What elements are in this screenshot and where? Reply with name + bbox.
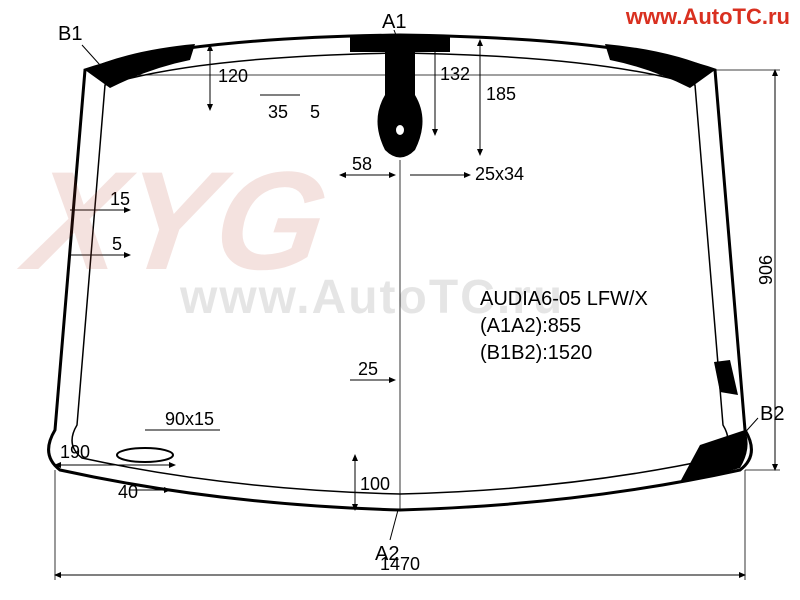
dim-185: 185 bbox=[486, 84, 516, 104]
dim-15: 15 bbox=[110, 189, 130, 209]
frit-top-left bbox=[85, 44, 195, 88]
dim-1470: 1470 bbox=[380, 554, 420, 574]
dim-35: 35 bbox=[268, 102, 288, 122]
dim-906: 906 bbox=[756, 255, 776, 285]
dim-25x34: 25x34 bbox=[475, 164, 524, 184]
dim-190: 190 bbox=[60, 442, 90, 462]
sensor-dot bbox=[396, 125, 404, 135]
dim-132: 132 bbox=[440, 64, 470, 84]
corner-a1: A1 bbox=[382, 11, 406, 33]
watermark-url: www.AutoTC.ru bbox=[626, 4, 790, 30]
dim-5b: 5 bbox=[112, 234, 122, 254]
wiper-slot bbox=[117, 448, 173, 462]
frit-mid-right bbox=[714, 360, 738, 395]
corner-b1: B1 bbox=[58, 23, 82, 45]
frit-bottom-right bbox=[680, 430, 748, 482]
corner-b2: B2 bbox=[760, 403, 784, 425]
dim-40: 40 bbox=[118, 482, 138, 502]
dim-100: 100 bbox=[360, 474, 390, 494]
dim-25: 25 bbox=[358, 359, 378, 379]
dim-90x15: 90x15 bbox=[165, 409, 214, 429]
spec-b1b2: (B1B2):1520 bbox=[480, 342, 592, 364]
dim-5a: 5 bbox=[310, 102, 320, 122]
frit-top-right bbox=[605, 44, 715, 88]
dim-58: 58 bbox=[352, 154, 372, 174]
dim-120: 120 bbox=[218, 66, 248, 86]
watermark-center: www.AutoTC.ru bbox=[180, 270, 564, 325]
